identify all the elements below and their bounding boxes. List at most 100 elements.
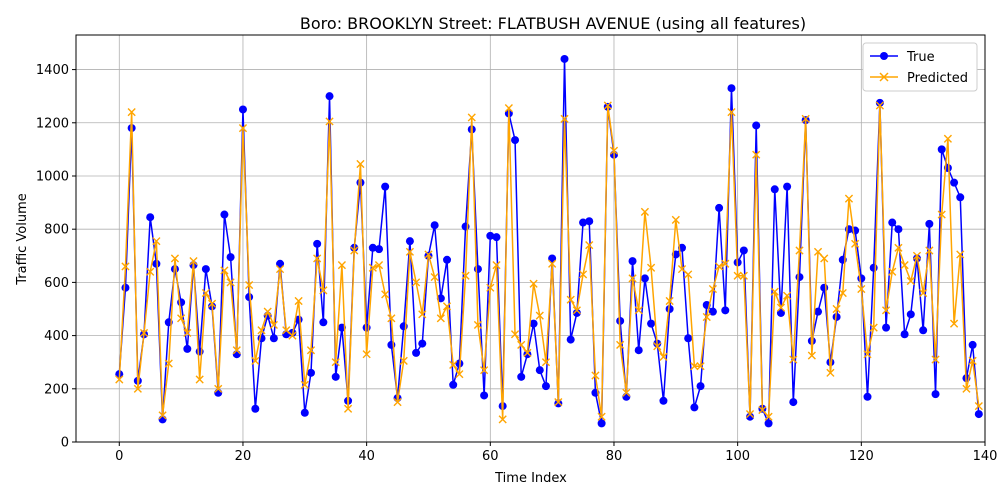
data-point-true	[875, 98, 884, 107]
data-point-true	[882, 323, 891, 332]
data-point-predicted	[832, 304, 841, 314]
data-point-predicted	[442, 302, 452, 311]
data-point-true	[480, 391, 489, 400]
data-point-predicted	[665, 296, 674, 306]
data-point-predicted	[393, 398, 402, 407]
x-tick-label: 20	[235, 449, 252, 464]
plot-frame	[75, 34, 986, 443]
y-tick-label: 200	[44, 382, 69, 397]
data-point-predicted	[523, 348, 532, 357]
data-point-predicted	[269, 320, 278, 330]
x-tick-label: 0	[115, 449, 123, 464]
data-point-true	[201, 265, 210, 274]
data-point-true	[789, 398, 798, 407]
data-point-predicted	[764, 412, 773, 421]
data-point-true	[628, 257, 637, 266]
data-point-predicted	[826, 368, 835, 377]
legend-label-true: True	[906, 50, 935, 65]
y-tick-label: 600	[44, 276, 69, 291]
data-point-true	[857, 274, 866, 283]
grid	[76, 35, 986, 443]
data-point-predicted	[881, 306, 891, 315]
x-tick-label: 40	[358, 449, 375, 464]
chart-title: Boro: BROOKLYN Street: FLATBUSH AVENUE (…	[300, 14, 806, 33]
legend-marker-predicted	[879, 72, 889, 82]
data-point-predicted	[863, 350, 872, 359]
data-point-predicted	[498, 415, 507, 424]
data-point-predicted	[541, 358, 551, 367]
data-point-predicted	[300, 380, 309, 389]
data-point-predicted	[343, 404, 353, 413]
data-point-true	[931, 390, 940, 399]
data-point-predicted	[609, 146, 619, 155]
data-point-true	[492, 233, 501, 242]
data-point-predicted	[560, 114, 569, 123]
data-point-predicted	[257, 326, 266, 335]
data-point-predicted	[974, 401, 983, 411]
data-point-predicted	[869, 323, 878, 332]
data-point-predicted	[919, 288, 928, 298]
data-point-true	[313, 239, 322, 248]
data-point-predicted	[350, 246, 359, 255]
data-point-predicted	[288, 331, 297, 340]
data-point-true	[776, 308, 785, 317]
data-point-true	[950, 178, 959, 187]
data-point-true	[900, 330, 909, 339]
data-point-predicted	[337, 261, 346, 270]
data-point-true	[152, 259, 161, 268]
data-point-predicted	[875, 101, 884, 110]
data-point-predicted	[820, 254, 829, 263]
data-point-true	[659, 396, 668, 405]
data-point-predicted	[715, 262, 724, 271]
data-point-predicted	[943, 134, 952, 143]
data-point-predicted	[480, 366, 489, 375]
data-point-predicted	[535, 311, 544, 320]
y-tick-label: 400	[44, 329, 69, 344]
y-axis-label: Traffic Volume	[15, 193, 30, 286]
data-point-predicted	[931, 355, 940, 364]
data-point-predicted	[968, 356, 977, 365]
data-point-predicted	[121, 262, 130, 271]
data-point-predicted	[721, 259, 730, 268]
data-point-predicted	[214, 384, 223, 393]
data-point-predicted	[937, 210, 946, 219]
data-point-predicted	[925, 246, 934, 255]
data-point-true	[430, 221, 439, 230]
data-point-predicted	[195, 375, 204, 384]
data-point-true	[597, 419, 606, 428]
data-point-predicted	[238, 124, 248, 133]
data-point-true	[306, 368, 315, 377]
data-point-predicted	[455, 370, 464, 379]
data-point-predicted	[894, 243, 903, 252]
data-point-true	[238, 105, 247, 114]
data-point-true	[721, 306, 730, 315]
data-point-predicted	[436, 314, 445, 323]
data-point-predicted	[164, 359, 173, 368]
data-point-true	[585, 217, 594, 226]
data-point-predicted	[313, 254, 322, 263]
data-point-predicted	[405, 247, 415, 256]
data-point-true	[974, 410, 983, 419]
data-point-predicted	[492, 261, 501, 270]
data-point-predicted	[912, 251, 922, 260]
data-point-predicted	[189, 257, 198, 266]
data-point-predicted	[510, 330, 520, 339]
data-point-predicted	[795, 246, 804, 255]
data-point-predicted	[331, 358, 340, 367]
data-point-predicted	[622, 388, 631, 397]
data-point-predicted	[900, 261, 909, 270]
data-point-true	[511, 136, 520, 145]
data-point-predicted	[758, 405, 767, 415]
data-point-predicted	[745, 409, 755, 419]
data-point-predicted	[115, 375, 124, 384]
data-point-true	[529, 319, 538, 328]
legend-label-predicted: Predicted	[907, 71, 968, 86]
data-point-true	[572, 308, 581, 317]
data-point-true	[937, 145, 946, 154]
data-point-true	[146, 213, 155, 222]
data-point-true	[325, 92, 334, 101]
data-point-true	[443, 255, 452, 264]
data-point-true	[814, 307, 823, 316]
data-point-true	[560, 54, 569, 63]
